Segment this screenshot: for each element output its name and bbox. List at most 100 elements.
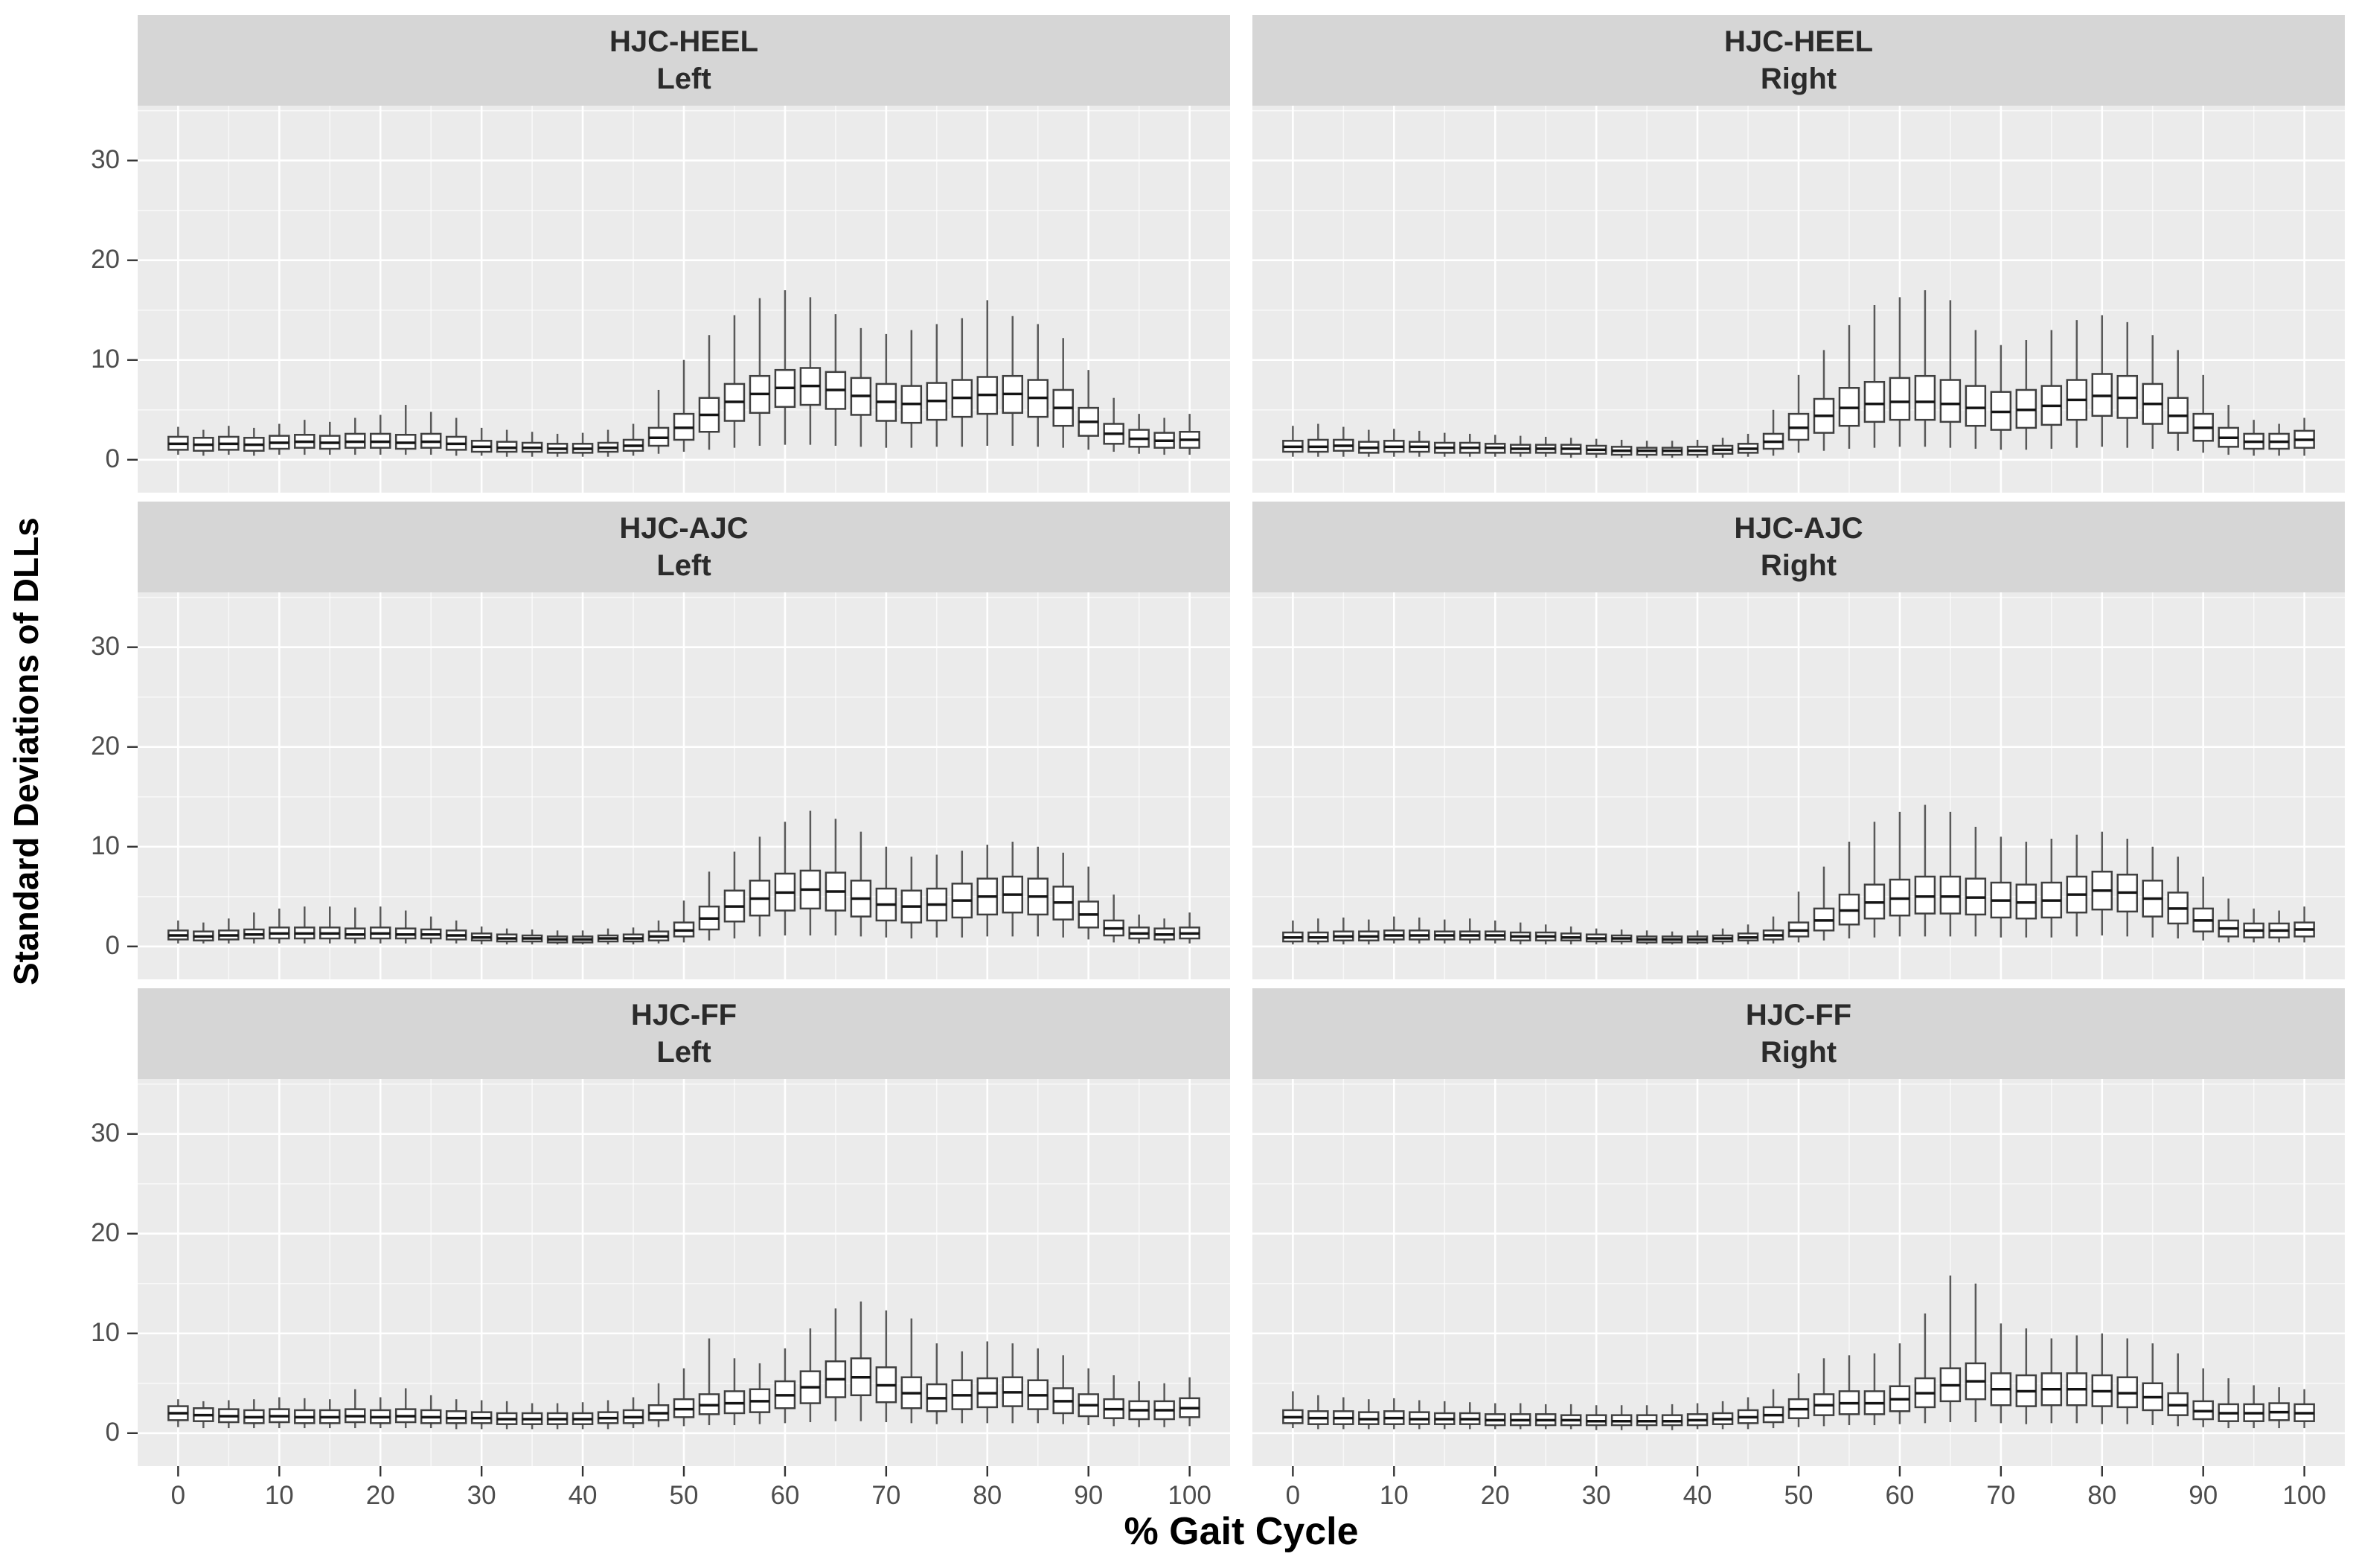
boxplot — [1307, 423, 1329, 457]
boxplot — [243, 427, 265, 456]
boxplot — [1179, 912, 1200, 944]
boxplot — [825, 819, 847, 936]
y-tick-label: 30 — [91, 144, 120, 174]
boxplot — [1838, 842, 1860, 939]
boxplot — [1434, 1401, 1456, 1430]
y-tick-label: 20 — [91, 244, 120, 274]
y-tick-label: 30 — [91, 1118, 120, 1148]
boxplot — [774, 822, 796, 936]
x-tick-label: 40 — [1683, 1481, 1712, 1510]
boxplot — [1585, 928, 1607, 945]
x-tick-label: 30 — [1581, 1481, 1611, 1510]
boxplot — [1610, 439, 1633, 458]
boxplot — [1409, 917, 1430, 944]
y-tick-label: 10 — [91, 344, 120, 374]
x-tick-label: 60 — [770, 1481, 800, 1510]
boxplot — [294, 420, 316, 455]
boxplot — [951, 851, 973, 938]
strip-measure-label: HJC-FF — [630, 999, 737, 1031]
boxplot — [1002, 1343, 1024, 1424]
boxplot — [2167, 1353, 2189, 1427]
x-tick-label: 100 — [2282, 1481, 2326, 1510]
boxplot — [2293, 906, 2315, 943]
boxplot — [1027, 1348, 1049, 1424]
boxplot — [1686, 439, 1709, 458]
iqr-box — [1863, 380, 1886, 423]
boxplot — [167, 426, 189, 455]
boxplot — [622, 1397, 644, 1429]
boxplot — [1078, 370, 1099, 450]
boxplot — [2040, 839, 2063, 938]
x-tick-label: 30 — [467, 1481, 496, 1510]
iqr-box — [1965, 385, 1987, 427]
boxplot — [369, 415, 391, 455]
facet-panel-hjc-heel-left — [127, 106, 1230, 493]
boxplot — [1459, 918, 1481, 944]
boxplot — [2066, 834, 2088, 937]
y-tick-label: 0 — [105, 444, 120, 473]
boxplot — [1027, 846, 1049, 937]
boxplot — [1052, 338, 1074, 448]
boxplot — [1534, 436, 1557, 457]
boxplot — [926, 324, 948, 447]
boxplot — [1585, 1405, 1607, 1430]
boxplot — [1965, 1283, 1987, 1423]
boxplot — [1712, 438, 1734, 458]
boxplot — [2091, 1333, 2113, 1424]
boxplot — [1813, 350, 1835, 451]
boxplot — [1661, 931, 1683, 945]
boxplot — [1383, 1398, 1405, 1430]
boxplot — [976, 1341, 999, 1424]
boxplot — [2040, 1338, 2063, 1424]
boxplot — [1052, 1355, 1074, 1424]
boxplot — [1459, 433, 1481, 457]
boxplot — [2218, 405, 2239, 455]
boxplot — [2116, 839, 2139, 937]
x-axis-title: % Gait Cycle — [1124, 1510, 1359, 1553]
boxplot — [294, 906, 316, 944]
boxplot — [1307, 918, 1329, 945]
boxplot — [319, 1399, 341, 1429]
boxplot — [850, 831, 872, 937]
strip-side-label: Right — [1760, 1036, 1837, 1069]
boxplot — [1787, 1373, 1810, 1427]
boxplot — [825, 1308, 847, 1421]
x-tick-label: 80 — [973, 1481, 1002, 1510]
boxplot — [1737, 924, 1759, 945]
boxplot — [1636, 441, 1658, 458]
boxplot — [2167, 857, 2189, 939]
boxplot — [597, 1400, 619, 1430]
boxplot — [167, 1399, 189, 1427]
boxplot — [394, 405, 417, 455]
boxplot — [193, 1401, 214, 1429]
boxplot — [1484, 435, 1506, 457]
boxplot — [445, 920, 467, 944]
boxplot — [521, 929, 543, 945]
boxplot — [369, 906, 391, 944]
boxplot — [1153, 918, 1175, 944]
facet-panel-hjc-ff-right — [1252, 1079, 2345, 1476]
y-tick-label: 0 — [105, 930, 120, 960]
boxplot — [597, 928, 619, 945]
boxplot — [723, 851, 746, 939]
boxplot — [2243, 908, 2264, 943]
boxplot — [698, 335, 720, 450]
boxplot — [546, 433, 569, 457]
y-tick-label: 10 — [91, 831, 120, 860]
iqr-box — [1889, 377, 1911, 421]
boxplot — [445, 1399, 467, 1430]
x-tick-label: 70 — [1986, 1481, 2016, 1510]
boxplot — [496, 1401, 518, 1430]
boxplot — [1838, 1355, 1860, 1426]
boxplot — [2015, 1328, 2037, 1424]
boxplot — [1534, 1404, 1557, 1430]
boxplot — [1282, 920, 1304, 945]
boxplots — [167, 1301, 1200, 1430]
boxplot — [2015, 842, 2037, 938]
y-tick-label: 0 — [105, 1417, 120, 1447]
boxplot — [420, 916, 442, 944]
x-tick-label: 10 — [1379, 1481, 1409, 1510]
x-tick-label: 0 — [170, 1481, 186, 1510]
boxplot — [1307, 1395, 1329, 1430]
y-axis-title: Standard Deviations of DLLs — [7, 517, 45, 986]
